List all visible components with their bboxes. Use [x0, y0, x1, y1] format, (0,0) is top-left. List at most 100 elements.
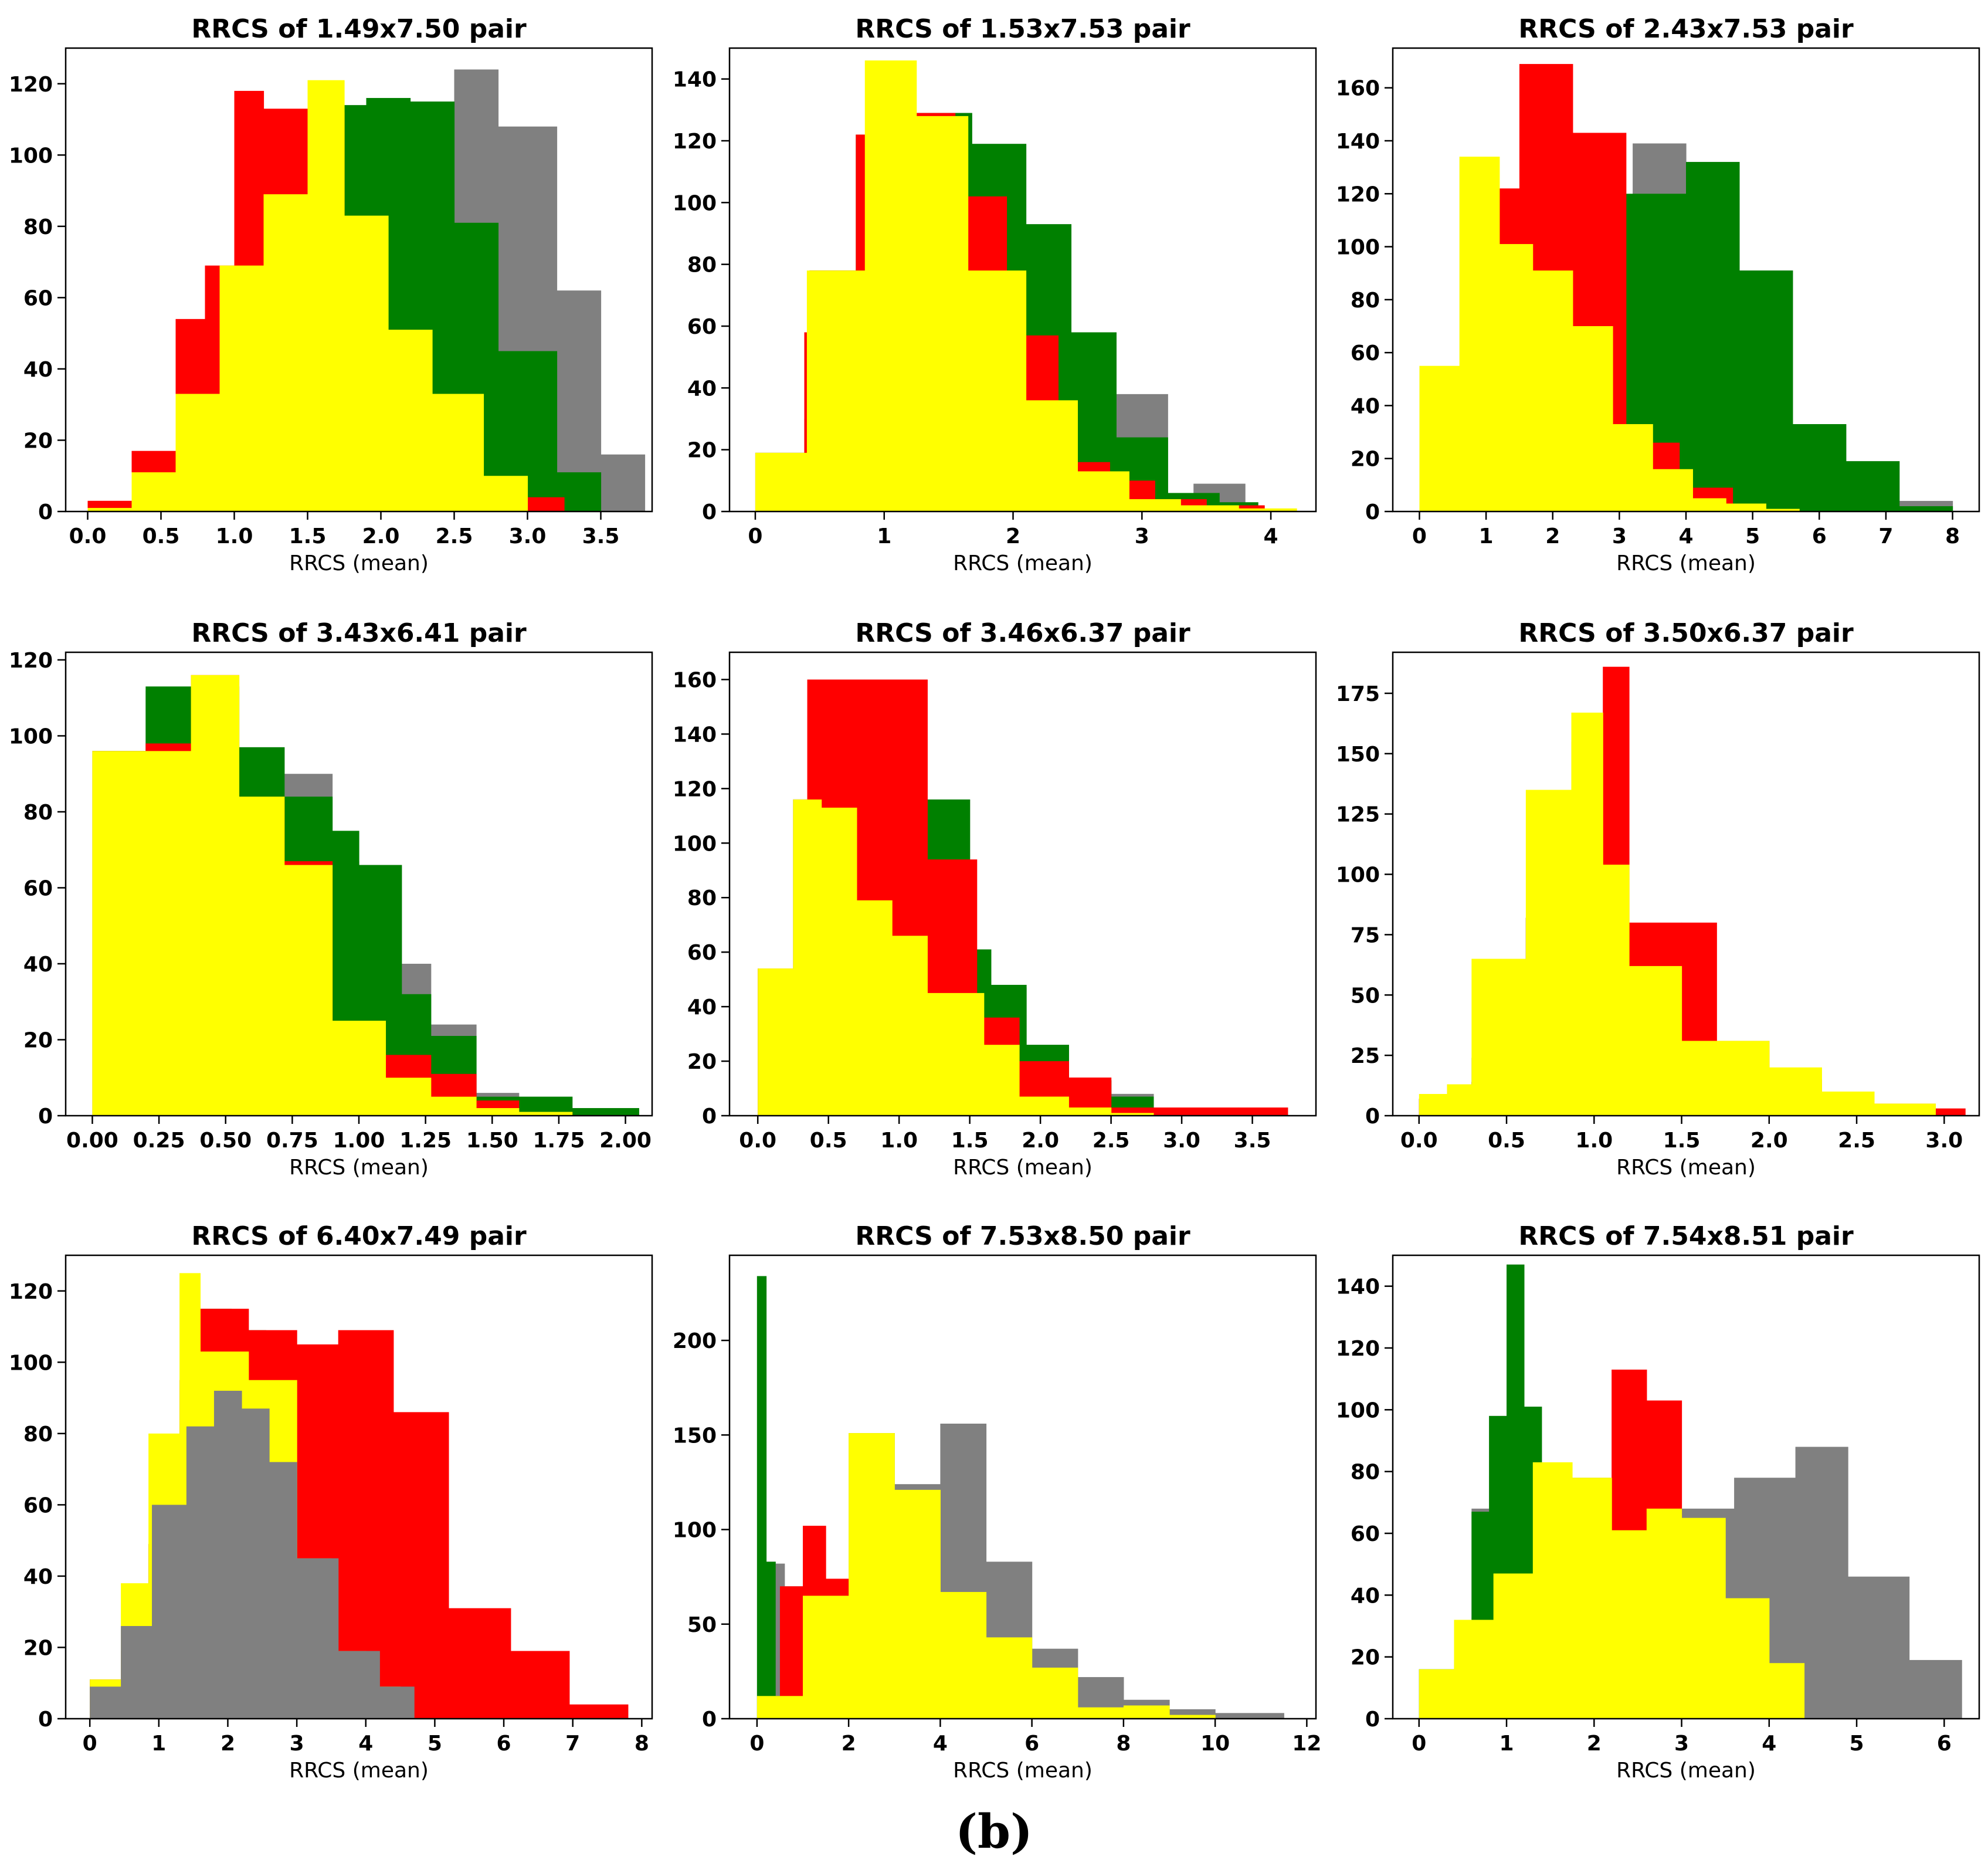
- y-tick-label: 50: [1351, 984, 1380, 1008]
- x-axis-label: RRCS (mean): [1616, 1156, 1756, 1180]
- bar-yellow: [131, 472, 177, 512]
- y-tick-label: 20: [23, 429, 53, 453]
- x-tick-label: 2: [1587, 1732, 1602, 1756]
- y-tick-label: 100: [9, 144, 53, 168]
- x-tick-label: 1.0: [1575, 1129, 1613, 1153]
- bars: [1419, 64, 1953, 512]
- y-tick-label: 20: [1351, 448, 1380, 472]
- bar-yellow: [191, 675, 240, 1116]
- x-tick-label: 10: [1200, 1732, 1230, 1756]
- y-tick-label: 20: [23, 1028, 53, 1052]
- x-tick-label: 6: [497, 1732, 511, 1756]
- subplot-4: 0.00 0.25 0.50 0.75 1.00 1.25 1.50 1.75 2.00 0 20 4…: [9, 618, 653, 1180]
- bar-green: [1792, 424, 1847, 512]
- bar-green: [572, 1108, 639, 1116]
- x-axis-label: RRCS (mean): [953, 1759, 1093, 1783]
- x-tick-label: 2.5: [1838, 1129, 1875, 1153]
- x-tick-label: 0: [748, 524, 762, 548]
- bars: [755, 60, 1297, 512]
- x-tick-label: 2: [1545, 524, 1560, 548]
- bar-green: [1739, 270, 1793, 512]
- plot-frame: [1392, 1254, 1980, 1720]
- bar-yellow: [476, 1108, 520, 1116]
- y-tick-label: 60: [687, 941, 717, 965]
- y-tick-label: 0: [1365, 1105, 1380, 1129]
- bar-yellow: [145, 751, 192, 1116]
- y-tick-label: 60: [23, 286, 53, 310]
- y-tick-label: 80: [23, 215, 53, 239]
- x-tick-label: 1.00: [333, 1129, 385, 1153]
- bar-yellow: [1681, 1518, 1726, 1719]
- plot-frame: [65, 1254, 653, 1720]
- bar-yellow: [986, 1637, 1033, 1719]
- x-tick-label: 2.0: [1750, 1129, 1788, 1153]
- y-tick-label: 20: [687, 1050, 717, 1074]
- x-tick-label: 6: [1024, 1732, 1039, 1756]
- chart-title: RRCS of 7.54x8.51 pair: [1518, 1221, 1854, 1251]
- y-tick-label: 20: [23, 1636, 53, 1660]
- bars: [1419, 666, 1966, 1116]
- x-tick-label: 4: [1264, 524, 1278, 548]
- y-tick-label: 100: [673, 1519, 717, 1543]
- x-tick-label: 12: [1292, 1732, 1321, 1756]
- x-tick-label: 0.25: [133, 1129, 185, 1153]
- x-tick-label: 6: [1937, 1732, 1952, 1756]
- bars: [758, 679, 1288, 1116]
- y-tick-label: 0: [1365, 1708, 1380, 1732]
- y-tick-label: 100: [673, 191, 717, 215]
- bar-red: [448, 1608, 511, 1719]
- x-tick-label: 2.00: [599, 1129, 652, 1153]
- bar-yellow: [1026, 400, 1078, 512]
- bar-yellow: [1499, 244, 1534, 512]
- chart-title: RRCS of 1.53x7.53 pair: [855, 14, 1190, 44]
- x-tick-label: 0: [1412, 1732, 1426, 1756]
- bar-gray: [297, 1558, 339, 1719]
- bar-yellow: [1692, 498, 1726, 512]
- bar-green: [1686, 162, 1740, 512]
- y-tick-label: 80: [687, 253, 717, 277]
- bar-yellow: [1716, 1041, 1770, 1116]
- x-tick-label: 0.50: [199, 1129, 252, 1153]
- y-tick-label: 0: [38, 500, 53, 524]
- x-tick-label: 1.75: [532, 1129, 585, 1153]
- y-tick-label: 60: [687, 315, 717, 339]
- y-tick-label: 20: [1351, 1646, 1380, 1670]
- bar-gray: [242, 1408, 270, 1719]
- bar-yellow: [1572, 1478, 1612, 1719]
- y-tick-label: 40: [23, 358, 53, 382]
- x-tick-label: 2: [1006, 524, 1020, 548]
- bar-yellow: [1180, 505, 1239, 512]
- y-tick-label: 40: [1351, 394, 1380, 418]
- x-tick-label: 2.5: [1093, 1129, 1130, 1153]
- x-tick-label: 4: [1762, 1732, 1776, 1756]
- y-tick-label: 80: [23, 801, 53, 825]
- bar-yellow: [968, 270, 1027, 512]
- y-tick-label: 60: [1351, 1522, 1380, 1546]
- bar-yellow: [892, 936, 928, 1116]
- y-tick-label: 40: [23, 953, 53, 977]
- x-tick-label: 0.0: [69, 524, 107, 548]
- y-tick-label: 160: [673, 668, 717, 692]
- y-tick-label: 120: [673, 130, 717, 154]
- bar-yellow: [1571, 712, 1603, 1116]
- x-tick-label: 3: [1674, 1732, 1689, 1756]
- bar-gray: [1909, 1659, 1962, 1719]
- bar-yellow: [758, 968, 794, 1116]
- bar-yellow: [483, 476, 528, 512]
- bar-yellow: [1874, 1103, 1936, 1116]
- bar-yellow: [1419, 1669, 1455, 1719]
- y-tick-label: 200: [673, 1329, 717, 1353]
- x-tick-label: 0.75: [266, 1129, 318, 1153]
- bar-yellow: [1239, 508, 1297, 512]
- bar-yellow: [307, 80, 345, 512]
- y-tick-label: 60: [23, 876, 53, 900]
- x-tick-label: 3.0: [1163, 1129, 1200, 1153]
- x-tick-label: 4: [1678, 524, 1693, 548]
- bar-yellow: [1725, 1598, 1770, 1719]
- x-tick-label: 1: [877, 524, 891, 548]
- x-tick-label: 0.5: [810, 1129, 847, 1153]
- y-tick-label: 80: [1351, 1461, 1380, 1485]
